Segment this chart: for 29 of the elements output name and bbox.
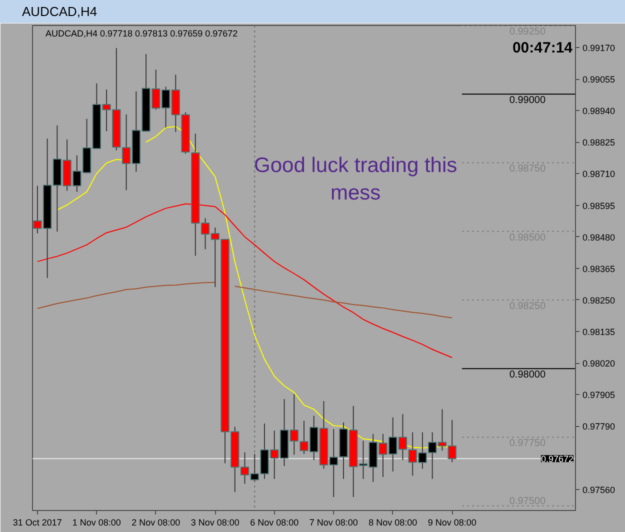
chart-title: AUDCAD,H4 — [22, 3, 98, 21]
x-tick-label: 6 Nov 08:00 — [250, 518, 299, 528]
y-tick-label: 0.98595 — [582, 200, 616, 211]
annotation: 00:47:14 — [512, 40, 574, 56]
y-tick-label: 0.98365 — [582, 264, 616, 274]
ref-line-label: 0.98000 — [509, 370, 546, 381]
y-tick-label: 0.99055 — [582, 74, 616, 85]
y-tick-label: 0.97905 — [582, 390, 616, 400]
y-tick-label: 0.97790 — [582, 422, 616, 432]
x-tick-label: 2 Nov 08:00 — [132, 518, 180, 528]
x-tick-label: 9 Nov 08:00 — [428, 518, 476, 528]
y-tick-label: 0.98825 — [582, 138, 616, 148]
y-tick-label: 0.97560 — [582, 484, 616, 495]
y-tick-label: 0.98710 — [582, 169, 616, 180]
y-tick-label: 0.99170 — [582, 42, 616, 53]
x-tick-label: 3 Nov 08:00 — [190, 518, 240, 528]
x-tick-label: 8 Nov 08:00 — [368, 518, 418, 528]
y-tick-label: 0.98940 — [582, 106, 616, 116]
y-tick-label: 0.98480 — [582, 232, 616, 242]
x-tick-label: 1 Nov 08:00 — [72, 518, 121, 528]
x-tick-label: 7 Nov 08:00 — [309, 518, 358, 528]
y-tick-label: 0.98135 — [582, 327, 616, 338]
annotation: Good luck trading this mess — [254, 154, 458, 205]
ref-line-label: 0.97672 — [540, 454, 574, 464]
y-tick-label: 0.98250 — [582, 295, 616, 306]
chart-subtitle: AUDCAD,H4 0.97718 0.97813 0.97659 0.97672 — [46, 28, 238, 38]
y-tick-label: 0.98020 — [582, 358, 616, 369]
ref-line-label: 0.99000 — [509, 95, 546, 106]
x-tick-label: 31 Oct 2017 — [12, 518, 62, 528]
